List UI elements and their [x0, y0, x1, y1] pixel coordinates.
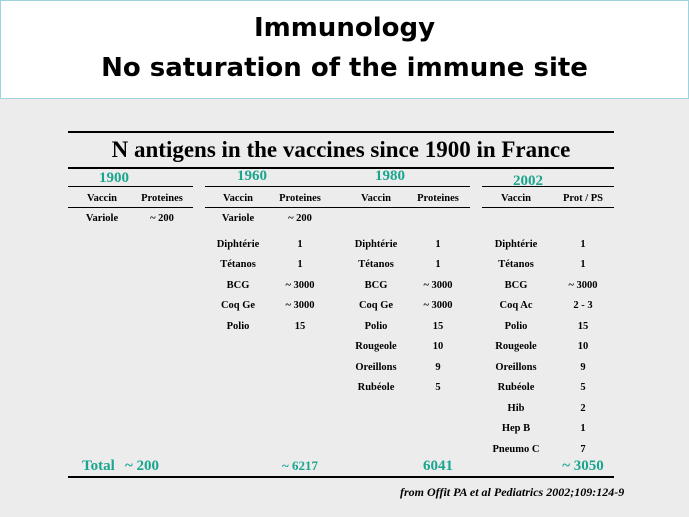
table-cell-vaccine: Rubéole — [357, 382, 395, 393]
table-cell-value: 1 — [435, 259, 441, 270]
table-cell-vaccine: Tétanos — [498, 259, 534, 270]
table-cell-value: ~ 200 — [288, 213, 312, 224]
table-cell-value: 15 — [432, 320, 444, 332]
table-cell-value: ~ 3000 — [423, 300, 453, 311]
table-cell-vaccine: Rubéole — [497, 382, 535, 393]
table-cell-value: ~ 3000 — [568, 279, 598, 291]
table-cell-vaccine: Coq Ac — [499, 300, 533, 311]
col-header-vaccin: Vaccin — [87, 193, 117, 204]
table-cell-vaccine: Coq Ge — [358, 300, 394, 311]
table-cell-vaccine: Tétanos — [358, 259, 394, 270]
table-cell-value: 10 — [432, 341, 444, 352]
table-cell-value: 15 — [294, 320, 306, 332]
table-cell-vaccine: Hib — [507, 402, 525, 414]
slide-subtitle: No saturation of the immune site — [101, 53, 588, 83]
table-cell-vaccine: Variole — [221, 213, 255, 224]
table-cell-value: 1 — [297, 259, 303, 270]
table-cell-value: 9 — [580, 361, 586, 373]
header-rule-2002 — [482, 207, 614, 208]
table-cell-vaccine: Diphtérie — [354, 238, 398, 250]
header-rule-1900 — [68, 207, 193, 208]
table-cell-vaccine: Oreillons — [495, 361, 537, 373]
table-cell-vaccine: Diphtérie — [494, 238, 538, 250]
table-cell-value: ~ 3000 — [285, 279, 315, 291]
table-cell-value: 2 — [580, 402, 586, 414]
table-cell-value: ~ 200 — [150, 213, 174, 224]
era-year-1960: 1960 — [237, 168, 267, 184]
table-cell-value: 1 — [580, 259, 586, 270]
table-cell-vaccine: Rougeole — [495, 341, 537, 352]
table-cell-value: 10 — [577, 341, 589, 352]
era-year-2002: 2002 — [513, 173, 543, 189]
era-total-1900: ~ 200 — [124, 458, 160, 474]
table-cell-value: 5 — [435, 382, 441, 393]
era-total-2002: ~ 3050 — [562, 458, 604, 474]
table-cell-vaccine: Polio — [226, 320, 250, 332]
table-bottom-rule — [68, 476, 614, 478]
era-year-1980: 1980 — [375, 168, 405, 184]
table-cell-value: 1 — [435, 238, 441, 250]
col-header-vaccin: Vaccin — [223, 193, 253, 204]
col-header-value: Proteines — [279, 193, 321, 204]
table-cell-value: ~ 3000 — [423, 279, 453, 291]
era-rule-1960 — [205, 186, 345, 187]
table-cell-value: 1 — [580, 423, 586, 434]
table-cell-vaccine: BCG — [226, 279, 250, 291]
table-cell-value: 9 — [435, 361, 441, 373]
slide-title: Immunology — [253, 13, 436, 43]
era-total-1960: ~ 6217 — [281, 458, 319, 473]
source-citation: from Offit PA et al Pediatrics 2002;109:… — [400, 485, 625, 499]
col-header-value: Proteines — [417, 193, 459, 204]
table-caption-rule — [68, 167, 614, 169]
table-cell-value: 15 — [577, 320, 589, 332]
slide-title-box: Immunology No saturation of the immune s… — [0, 0, 689, 99]
col-header-vaccin: Vaccin — [501, 193, 531, 204]
table-caption: N antigens in the vaccines since 1900 in… — [111, 137, 571, 162]
table-cell-vaccine: BCG — [504, 279, 528, 291]
header-rule-1960 — [205, 207, 345, 208]
era-total-1980: 6041 — [423, 458, 453, 474]
era-year-1900: 1900 — [99, 170, 129, 186]
table-cell-vaccine: Polio — [364, 320, 388, 332]
col-header-vaccin: Vaccin — [361, 193, 391, 204]
col-header-value: Prot / PS — [562, 193, 604, 204]
era-rule-1900 — [68, 186, 193, 187]
total-label: Total — [82, 458, 115, 474]
era-rule-1980 — [345, 186, 470, 187]
era-rule-2002 — [482, 186, 614, 187]
header-rule-1980 — [345, 207, 470, 208]
table-cell-vaccine: BCG — [364, 279, 388, 291]
table-cell-value: 1 — [297, 238, 303, 250]
table-cell-value: ~ 3000 — [285, 300, 315, 311]
table-cell-vaccine: Variole — [85, 213, 119, 224]
table-cell-vaccine: Pneumo C — [492, 443, 540, 455]
table-top-rule — [68, 131, 614, 133]
table-cell-vaccine: Oreillons — [355, 361, 397, 373]
col-header-value: Proteines — [141, 193, 183, 204]
table-cell-value: 1 — [580, 238, 586, 250]
table-cell-vaccine: Coq Ge — [220, 300, 256, 311]
table-cell-value: 5 — [580, 382, 586, 393]
table-cell-vaccine: Rougeole — [355, 341, 397, 352]
table-cell-value: 7 — [580, 443, 586, 455]
table-cell-value: 2 - 3 — [573, 300, 593, 311]
table-cell-vaccine: Hep B — [501, 423, 531, 434]
table-cell-vaccine: Tétanos — [220, 259, 256, 270]
table-cell-vaccine: Diphtérie — [216, 238, 260, 250]
table-cell-vaccine: Polio — [504, 320, 528, 332]
